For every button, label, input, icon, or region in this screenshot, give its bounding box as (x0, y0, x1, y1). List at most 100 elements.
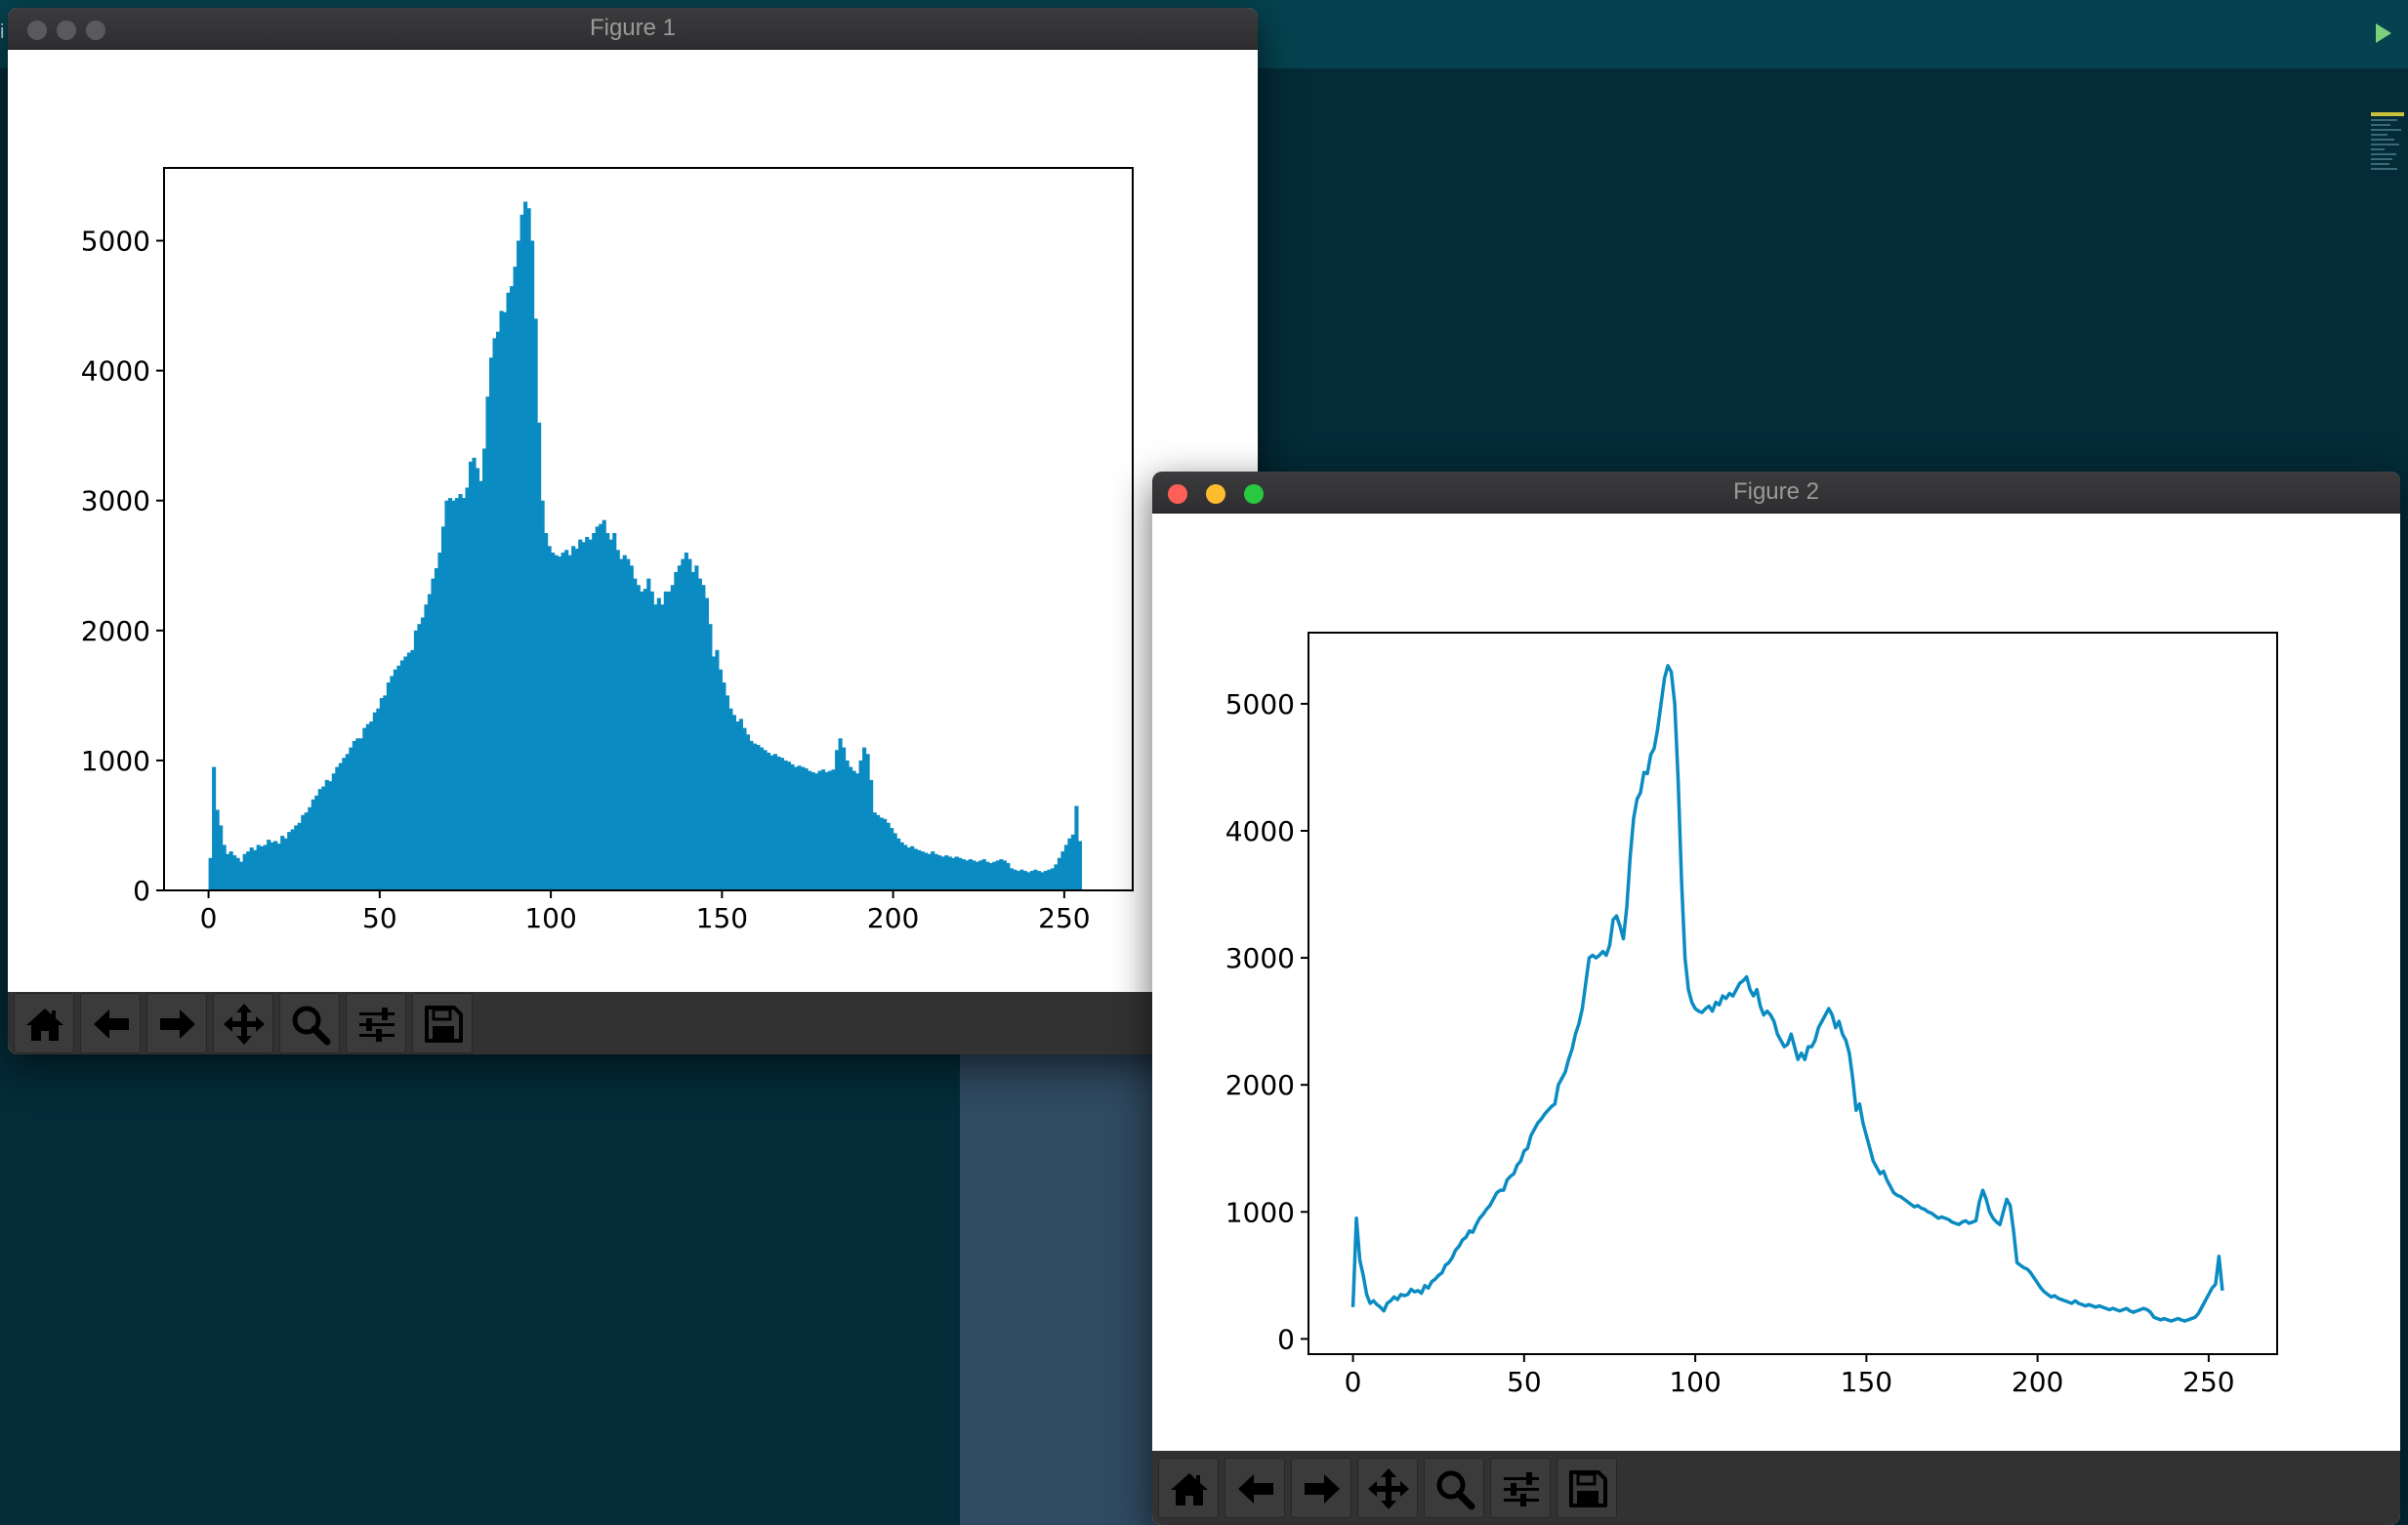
back-button[interactable] (80, 993, 141, 1053)
histogram-bar (1026, 872, 1031, 890)
minimize-icon[interactable] (57, 21, 76, 40)
figure-1-window[interactable]: Figure 1 0 50 100 150 200 250 0 1000 2000 3000 400… (8, 8, 1258, 1054)
histogram-bar (978, 860, 983, 890)
histogram-bar (793, 766, 799, 890)
configure-subplots-button[interactable] (346, 993, 406, 1053)
histogram-bar (649, 591, 654, 890)
histogram-bar (454, 498, 460, 890)
histogram-bar (845, 760, 850, 890)
histogram-bar (338, 762, 343, 890)
histogram-bar (849, 766, 853, 890)
histogram-bar (458, 494, 463, 890)
arrow-left-icon (1233, 1466, 1278, 1511)
home-button[interactable] (1158, 1458, 1219, 1518)
histogram-bar (961, 859, 966, 890)
close-icon[interactable] (27, 21, 47, 40)
histogram-bar (358, 738, 363, 890)
histogram-bar (858, 760, 863, 890)
zoom-button[interactable] (279, 993, 340, 1053)
move-icon (1366, 1466, 1411, 1511)
histogram-bar (1036, 871, 1041, 890)
histogram-bar (345, 754, 350, 890)
figure-2-window[interactable]: Figure 2 0 50 100 150 200 250 0 1000 2000 3000 400… (1152, 472, 2400, 1525)
histogram-bar (304, 812, 309, 890)
histogram-bar (992, 861, 997, 890)
editor-minimap[interactable] (2371, 109, 2404, 211)
plot-area (1350, 664, 2224, 1323)
back-button[interactable] (1225, 1458, 1285, 1518)
zoom-window-icon[interactable] (86, 21, 105, 40)
histogram-bar (633, 578, 638, 890)
arrow-right-icon (155, 1002, 200, 1047)
save-button[interactable] (412, 993, 473, 1053)
histogram-bar (481, 448, 487, 890)
histogram-bar (478, 480, 483, 890)
histogram-bar (510, 286, 515, 890)
x-tick-label: 150 (1841, 1366, 1892, 1398)
histogram-bar (965, 860, 970, 890)
minimize-icon[interactable] (1206, 484, 1225, 504)
forward-button[interactable] (1291, 1458, 1351, 1518)
histogram-bar (660, 604, 665, 890)
title-bar[interactable]: Figure 2 (1152, 472, 2400, 514)
histogram-bar (985, 861, 990, 890)
series-line (1350, 664, 2224, 1323)
histogram-bar (362, 727, 367, 890)
x-tick-label: 150 (696, 902, 748, 934)
figure-canvas[interactable]: 0 50 100 150 200 250 0 1000 2000 3000 4000 5000 (1152, 514, 2400, 1451)
histogram-bar (273, 841, 278, 890)
home-button[interactable] (14, 993, 74, 1053)
histogram-bar (212, 766, 217, 890)
histogram-bar (365, 723, 370, 890)
histogram-bar (931, 851, 935, 890)
close-icon[interactable] (1168, 484, 1187, 504)
histogram-bar (769, 755, 774, 890)
figure-canvas[interactable]: 0 50 100 150 200 250 0 1000 2000 3000 4000 5000 (8, 50, 1258, 991)
configure-subplots-button[interactable] (1490, 1458, 1551, 1518)
histogram-bar (376, 708, 381, 890)
histogram-bar (208, 857, 213, 890)
histogram-bar (694, 565, 699, 890)
histogram-bar (503, 311, 508, 891)
play-icon[interactable] (2376, 23, 2391, 43)
histogram-bar (219, 825, 224, 890)
save-button[interactable] (1557, 1458, 1617, 1518)
histogram-bar (896, 838, 901, 890)
histogram-bar (1002, 860, 1007, 890)
histogram-bar (602, 519, 606, 890)
histogram-bar (581, 542, 586, 890)
zoom-window-icon[interactable] (1244, 484, 1264, 504)
histogram-bar (280, 836, 285, 890)
histogram-bar (564, 550, 569, 890)
y-tick-label: 0 (133, 875, 150, 907)
histogram-bar (862, 747, 867, 890)
x-tick-label: 100 (524, 902, 576, 934)
title-bar[interactable]: Figure 1 (8, 8, 1258, 50)
histogram-bar (417, 624, 422, 890)
histogram-bar (232, 855, 237, 890)
pan-button[interactable] (213, 993, 273, 1053)
histogram-bar (567, 555, 572, 890)
histogram-bar (444, 500, 449, 890)
histogram-bar (828, 770, 833, 890)
histogram-bar (893, 833, 897, 890)
histogram-bar (800, 766, 806, 890)
pan-button[interactable] (1357, 1458, 1418, 1518)
zoom-button[interactable] (1424, 1458, 1484, 1518)
y-tick-label: 5000 (1225, 688, 1295, 721)
histogram-bar (440, 526, 446, 890)
histogram-bar (831, 769, 836, 890)
histogram-bar (317, 789, 322, 890)
histogram-bar (1006, 863, 1011, 890)
histogram-bar (722, 682, 727, 890)
y-tick-label: 4000 (1225, 815, 1295, 847)
home-icon (22, 1002, 67, 1047)
histogram-bar (814, 773, 819, 890)
histogram-bar (951, 857, 956, 890)
histogram-bar (656, 598, 661, 890)
histogram-bar (1077, 841, 1083, 890)
forward-button[interactable] (146, 993, 207, 1053)
histogram-bar (968, 859, 973, 890)
histogram-bar (927, 853, 932, 890)
x-tick-label: 100 (1669, 1366, 1721, 1398)
